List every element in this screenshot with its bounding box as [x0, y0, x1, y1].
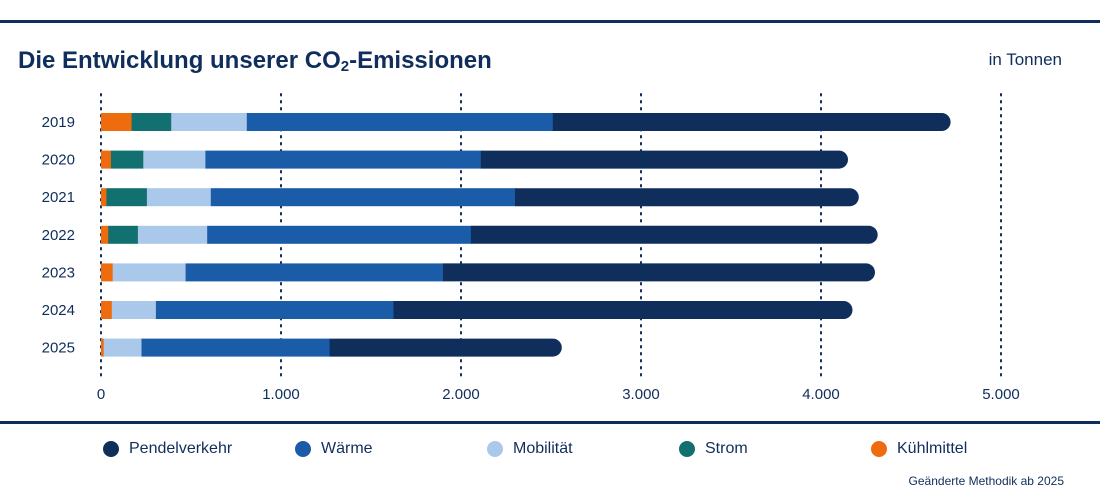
bar-segment — [108, 225, 139, 244]
legend-item-waerme: Wärme — [295, 440, 373, 458]
y-category-label: 2021 — [42, 189, 75, 206]
bottom-rule — [0, 421, 1100, 424]
bar-segment — [470, 225, 878, 244]
bar-segment — [101, 301, 113, 319]
x-tick-label: 2.000 — [442, 386, 480, 403]
legend-item-pendelverkehr: Pendelverkehr — [103, 440, 232, 458]
title-suffix: -Emissionen — [349, 47, 492, 74]
bar-segment — [480, 150, 848, 169]
legend-label-strom: Strom — [705, 440, 748, 457]
bar-segment — [443, 263, 875, 282]
bar-segment — [246, 113, 554, 131]
bar-segment — [106, 188, 148, 207]
bar-segment — [146, 188, 212, 207]
bar-segment — [101, 263, 114, 282]
y-category-label: 2019 — [42, 114, 75, 131]
methodology-note: Geänderte Methodik ab 2025 — [908, 474, 1064, 488]
legend-swatch-waerme — [295, 441, 311, 457]
x-tick-label: 4.000 — [802, 386, 840, 403]
bar-segment — [515, 188, 859, 207]
bar-segment — [552, 113, 951, 131]
bar-segment — [185, 263, 444, 282]
stacked-bar-chart: 0 1.000 2.000 3.000 4.000 5.000 2019 2020 2021 20… — [42, 93, 1020, 403]
y-category-label: 2024 — [42, 302, 75, 319]
bar-segment — [131, 113, 172, 131]
legend-item-mobilitaet: Mobilität — [487, 440, 573, 458]
bar-segment — [155, 301, 394, 319]
title-subscript: 2 — [340, 58, 350, 75]
bar-segment — [101, 338, 105, 357]
bar-segment — [101, 225, 109, 244]
x-tick-label: 1.000 — [262, 386, 300, 403]
bar-segment — [141, 338, 330, 357]
x-tick-label: 0 — [97, 386, 105, 403]
chart-title: Die Entwicklung unserer CO2-Emissionen — [18, 47, 492, 75]
legend-swatch-pendelverkehr — [103, 441, 119, 457]
y-category-label: 2020 — [42, 152, 75, 169]
bar-segment — [101, 188, 107, 207]
y-category-label: 2025 — [42, 340, 75, 357]
legend-label-pendelverkehr: Pendelverkehr — [129, 440, 233, 457]
legend-swatch-strom — [679, 441, 695, 457]
bar-segment — [210, 188, 516, 207]
bar-segment — [393, 301, 853, 319]
bar-segment — [137, 225, 208, 244]
title-prefix: Die Entwicklung unserer CO — [18, 47, 341, 74]
bar-segment — [205, 150, 482, 169]
y-category-label: 2022 — [42, 227, 75, 244]
bar-segment — [171, 113, 248, 131]
unit-label: in Tonnen — [988, 50, 1062, 69]
legend-item-strom: Strom — [679, 440, 748, 458]
x-tick-label: 3.000 — [622, 386, 660, 403]
legend-item-kuehlmittel: Kühlmittel — [871, 440, 967, 458]
legend-label-mobilitaet: Mobilität — [513, 440, 573, 457]
y-category-label: 2023 — [42, 264, 75, 281]
bar-segment — [110, 150, 144, 169]
x-tick-label: 5.000 — [982, 386, 1020, 403]
legend: Pendelverkehr Wärme Mobilität Strom Kühl… — [0, 440, 1100, 464]
top-rule — [0, 20, 1100, 23]
bar-segment — [101, 113, 132, 131]
legend-label-kuehlmittel: Kühlmittel — [897, 440, 968, 457]
bar-segment — [329, 338, 562, 357]
legend-label-waerme: Wärme — [321, 440, 373, 457]
bar-segment — [103, 338, 142, 357]
bar-segment — [143, 150, 206, 169]
bar-segment — [101, 150, 112, 169]
bar-segment — [207, 225, 472, 244]
bar-segment — [111, 301, 157, 319]
legend-swatch-kuehlmittel — [871, 441, 887, 457]
legend-swatch-mobilitaet — [487, 441, 503, 457]
bar-segment — [112, 263, 186, 282]
